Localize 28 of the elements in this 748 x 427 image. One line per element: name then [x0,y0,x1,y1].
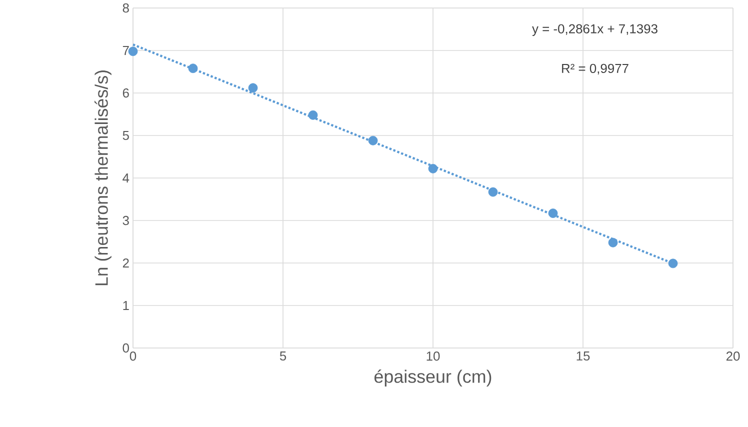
point [488,187,498,197]
y-tick-label: 6 [122,88,129,98]
y-tick-label: 0 [122,343,129,353]
x-tick-label: 20 [726,352,740,361]
x-tick-label: 0 [130,352,136,361]
y-tick-label: 3 [122,216,129,226]
x-tick-label: 15 [576,352,590,361]
point [368,136,378,146]
point [428,164,438,174]
annotation: R² = 0,9977 [562,64,628,75]
y-tick-label: 8 [122,3,129,13]
point [308,110,318,120]
point [608,238,618,248]
y-tick-label: 5 [122,130,129,140]
point [188,64,198,74]
point [128,46,138,56]
x-tick-label: 5 [280,352,286,361]
y-tick-label: 2 [122,258,129,268]
y-tick-label: 7 [122,46,129,55]
point [548,208,558,218]
y-tick-label: 4 [122,174,130,182]
point [248,83,258,93]
y-axis-title: Ln (neutrons thermalisés/s) [94,70,112,286]
x-axis-title: épaisseur (cm) [374,370,492,386]
point [668,258,678,268]
x-tick-label: 10 [426,352,440,361]
annotation: y = -0,2861x + 7,1393 [532,24,658,36]
y-tick-label: 1 [123,301,129,310]
